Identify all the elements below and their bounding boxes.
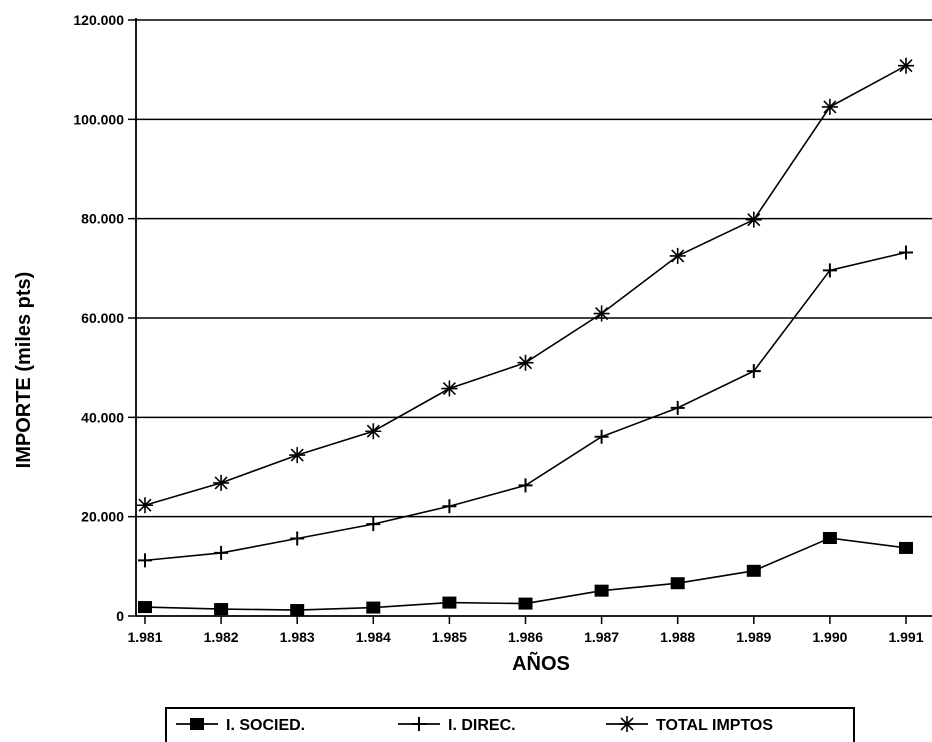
point-marker xyxy=(822,532,837,545)
point-marker xyxy=(412,717,426,731)
point-marker xyxy=(289,447,306,464)
point-marker xyxy=(190,718,204,730)
point-marker xyxy=(670,577,685,590)
point-marker xyxy=(290,531,305,546)
x-axis-title: AÑOS xyxy=(512,652,570,675)
point-marker xyxy=(213,474,230,491)
point-marker xyxy=(365,423,382,440)
point-marker xyxy=(518,478,533,493)
point-marker xyxy=(366,601,381,614)
x-tick-label: 1.985 xyxy=(432,629,467,645)
x-tick-label: 1.982 xyxy=(204,629,239,645)
x-tick-label: 1.990 xyxy=(812,629,847,645)
grid-lines xyxy=(136,19,932,518)
point-marker xyxy=(593,305,610,322)
series-1 xyxy=(138,532,913,617)
legend-label: TOTAL IMPTOS xyxy=(656,717,773,734)
x-tick-label: 1.983 xyxy=(280,629,315,645)
series-line xyxy=(144,64,907,507)
y-tick-label: 40.000 xyxy=(81,409,124,425)
point-marker xyxy=(746,364,761,379)
legend-label: I. DIREC. xyxy=(448,717,516,734)
point-marker xyxy=(821,98,838,115)
series-2 xyxy=(138,245,913,568)
legend-item-2: I. DIREC. xyxy=(398,717,516,734)
point-marker xyxy=(670,400,685,415)
point-marker xyxy=(899,245,913,260)
series-3 xyxy=(137,57,914,514)
point-marker xyxy=(899,541,913,554)
legend-item-1: I. SOCIED. xyxy=(176,717,305,734)
x-tick-label: 1.991 xyxy=(888,629,923,645)
point-marker xyxy=(137,497,153,514)
point-marker xyxy=(214,603,229,616)
y-tick-label: 100.000 xyxy=(73,111,124,127)
point-marker xyxy=(290,604,305,617)
point-marker xyxy=(518,597,533,610)
x-tick-label: 1.984 xyxy=(356,629,391,645)
point-marker xyxy=(594,584,609,597)
point-marker xyxy=(441,380,458,397)
x-tick-label: 1.986 xyxy=(508,629,543,645)
point-marker xyxy=(745,211,762,228)
legend-label: I. SOCIED. xyxy=(226,717,305,734)
point-marker xyxy=(214,545,229,560)
y-tick-label: 0 xyxy=(116,608,124,624)
point-marker xyxy=(669,247,686,264)
y-tick-label: 120.000 xyxy=(73,12,124,28)
series-line xyxy=(144,251,907,562)
legend: I. SOCIED. I. DIREC. TOTAL IMPTOS xyxy=(165,707,855,742)
legend-box xyxy=(165,707,855,742)
y-axis-title: IMPORTE (miles pts) xyxy=(13,272,35,469)
axes xyxy=(128,18,932,624)
point-marker xyxy=(366,517,381,532)
x-tick-label: 1.987 xyxy=(584,629,619,645)
y-tick-label: 60.000 xyxy=(81,310,124,326)
x-tick-label: 1.988 xyxy=(660,629,695,645)
point-marker xyxy=(138,601,152,614)
point-marker xyxy=(517,354,534,371)
y-tick-label: 80.000 xyxy=(81,211,124,227)
x-tick-label: 1.989 xyxy=(736,629,771,645)
point-marker xyxy=(442,596,457,609)
point-marker xyxy=(442,499,457,514)
point-marker xyxy=(746,564,761,577)
legend-item-3: TOTAL IMPTOS xyxy=(606,716,773,734)
series-layer xyxy=(137,57,914,617)
point-marker xyxy=(822,263,837,278)
point-marker xyxy=(138,553,152,568)
point-marker xyxy=(619,716,635,732)
x-tick-label: 1.981 xyxy=(127,629,162,645)
x-tick-labels: 1.981 1.982 1.983 1.984 1.985 1.986 1.987 1.988… xyxy=(127,629,923,645)
point-marker xyxy=(594,429,609,444)
y-tick-label: 20.000 xyxy=(81,509,124,525)
y-tick-labels: 0 20.000 40.000 60.000 80.000 100.000 120.000 xyxy=(73,12,124,624)
point-marker xyxy=(898,57,914,74)
